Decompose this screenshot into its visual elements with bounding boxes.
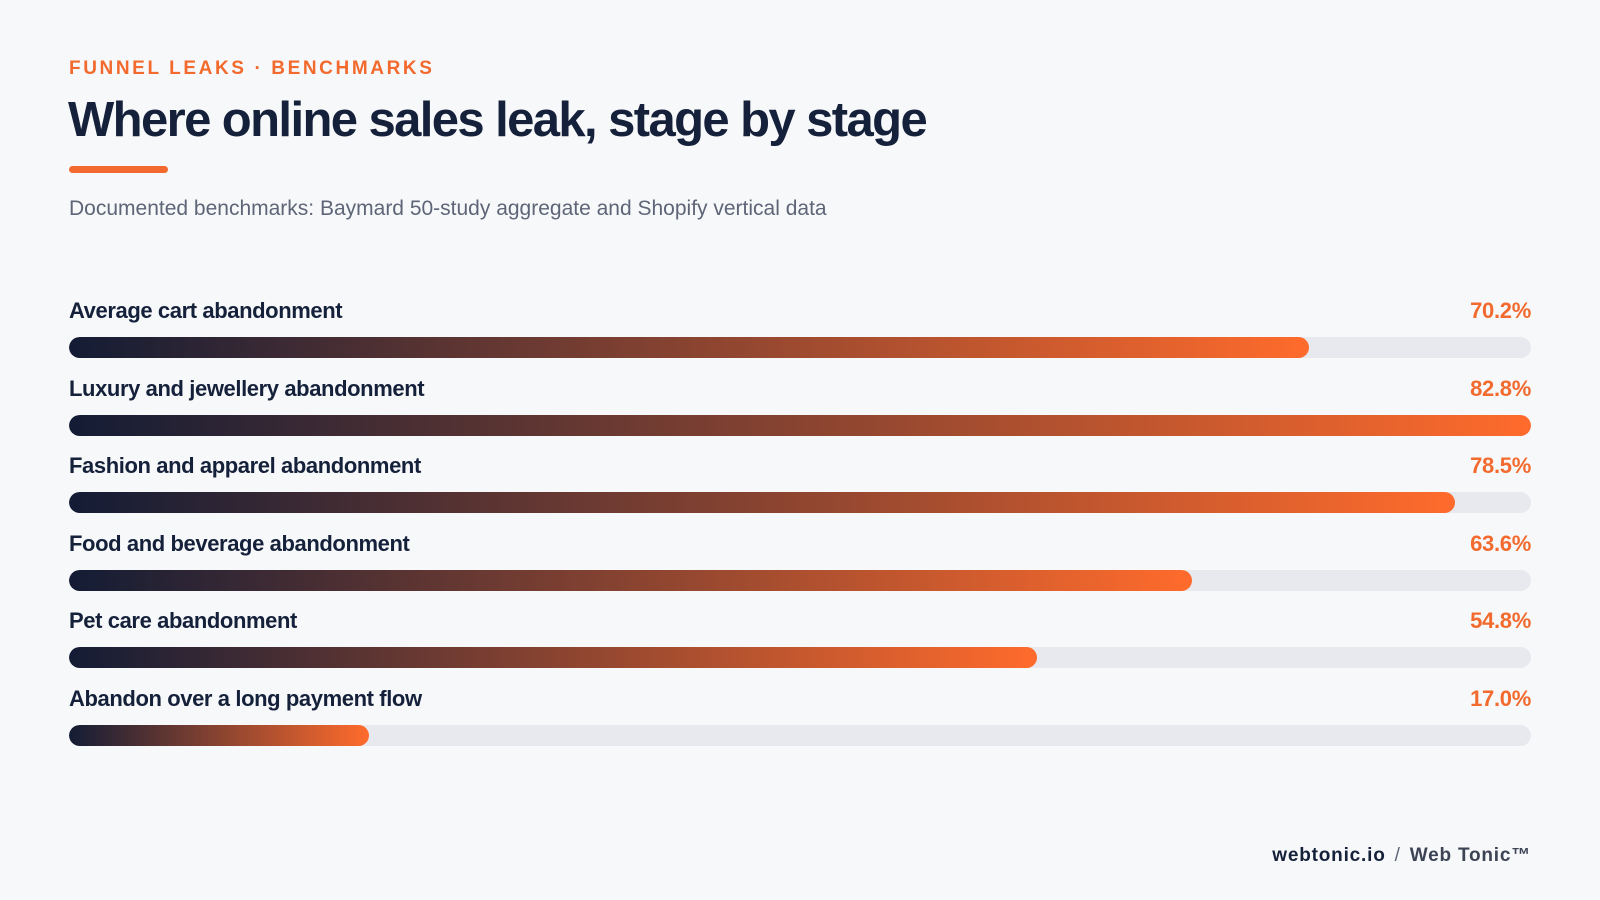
- bar: [69, 337, 1309, 358]
- footer-site: webtonic.io: [1272, 845, 1386, 866]
- bar-label: Abandon over a long payment flow: [69, 685, 422, 711]
- bar: [69, 724, 369, 746]
- page-title: Where online sales leak, stage by stage: [68, 93, 928, 147]
- bar-track: [69, 724, 1531, 746]
- bar-row: Fashion and apparel abandonment 78.5%: [69, 453, 1531, 531]
- bar-value-label: 63.6%: [1470, 530, 1531, 556]
- bar-label: Pet care abandonment: [69, 608, 297, 633]
- title-accent-rule: [69, 166, 168, 173]
- bar-chart: Average cart abandonment 70.2% Luxury and …: [69, 298, 1531, 763]
- bar-track: [69, 414, 1531, 436]
- bar-label: Fashion and apparel abandonment: [69, 453, 421, 478]
- bar-value-label: 17.0%: [1470, 685, 1531, 711]
- bar-track: [69, 492, 1531, 513]
- bar-label: Luxury and jewellery abandonment: [69, 375, 425, 401]
- eyebrow-label: FUNNEL LEAKS · BENCHMARKS: [69, 58, 435, 79]
- bar-row: Pet care abandonment 54.8%: [69, 608, 1531, 686]
- bar-track: [69, 337, 1531, 358]
- bar: [69, 569, 1192, 591]
- page-subtitle: Documented benchmarks: Baymard 50-study …: [69, 197, 827, 220]
- bar: [69, 492, 1455, 513]
- bar-value-label: 82.8%: [1470, 375, 1531, 401]
- bar-row: Luxury and jewellery abandonment 82.8%: [69, 376, 1531, 454]
- bar-label: Food and beverage abandonment: [69, 530, 410, 556]
- footer-separator: /: [1394, 845, 1401, 866]
- bar: [69, 647, 1037, 668]
- bar-track: [69, 647, 1531, 668]
- footer-credit: webtonic.io / Web Tonic™: [1272, 845, 1531, 867]
- footer-brand: Web Tonic™: [1409, 845, 1531, 866]
- bar-row: Food and beverage abandonment 63.6%: [69, 531, 1531, 609]
- bar-value-label: 54.8%: [1470, 608, 1531, 633]
- bar-row: Abandon over a long payment flow 17.0%: [69, 686, 1531, 764]
- bar: [69, 414, 1531, 436]
- bar-row: Average cart abandonment 70.2%: [69, 298, 1531, 376]
- bar-label: Average cart abandonment: [69, 298, 343, 323]
- bar-track: [69, 569, 1531, 591]
- bar-value-label: 70.2%: [1470, 298, 1531, 323]
- bar-value-label: 78.5%: [1470, 453, 1531, 478]
